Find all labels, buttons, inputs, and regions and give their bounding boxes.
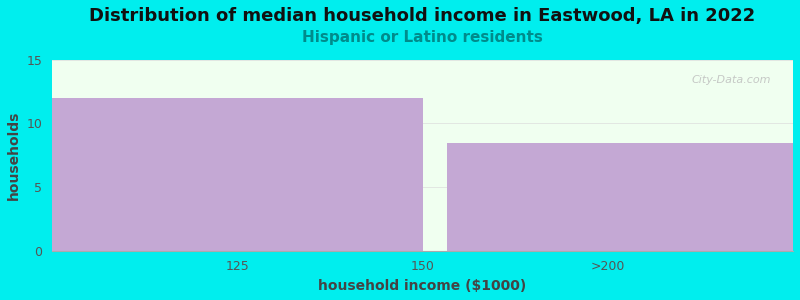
Text: Hispanic or Latino residents: Hispanic or Latino residents xyxy=(302,30,543,45)
Text: City-Data.com: City-Data.com xyxy=(691,75,771,85)
Bar xyxy=(447,142,793,251)
Bar xyxy=(52,98,422,251)
X-axis label: household income ($1000): household income ($1000) xyxy=(318,279,526,293)
Y-axis label: households: households xyxy=(7,111,21,200)
Title: Distribution of median household income in Eastwood, LA in 2022: Distribution of median household income … xyxy=(90,7,756,25)
